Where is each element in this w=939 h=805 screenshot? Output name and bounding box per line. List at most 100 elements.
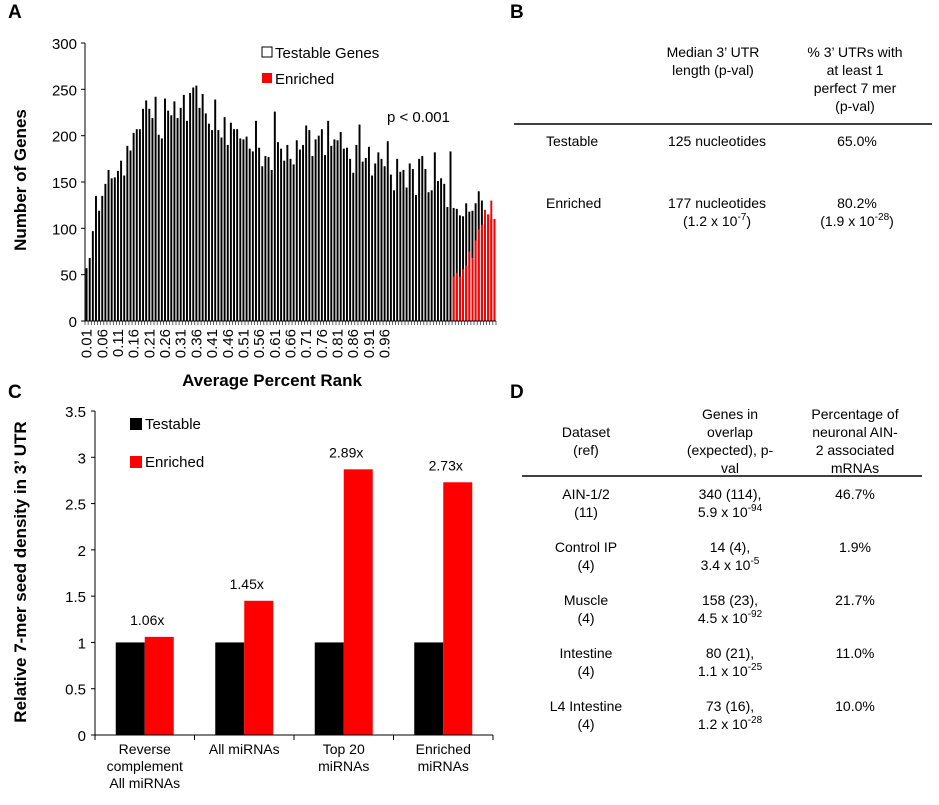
bar-testable bbox=[314, 642, 344, 735]
bar-testable-genes bbox=[408, 163, 411, 321]
bar-enriched bbox=[493, 219, 496, 321]
bar-testable-genes bbox=[192, 87, 195, 321]
panel-b-table: Median 3’ UTR length (p-val) % 3’ UTRs w… bbox=[514, 44, 932, 229]
bar-testable-genes bbox=[386, 141, 389, 321]
bar-testable bbox=[414, 642, 444, 735]
bar-testable-genes bbox=[355, 144, 358, 321]
bar-data-label: 2.89x bbox=[329, 444, 363, 460]
table-b-percent-pvalue: (1.9 x 10-28) bbox=[820, 212, 894, 229]
bar-testable-genes bbox=[189, 93, 192, 321]
bar-testable-genes bbox=[126, 145, 129, 321]
x-tick-label: 0.66 bbox=[283, 329, 300, 358]
bar-testable-genes bbox=[160, 138, 163, 321]
bar-testable-genes bbox=[405, 187, 408, 321]
table-d-pvalue: 3.4 x 10-5 bbox=[701, 556, 760, 573]
table-d-header-line: neuronal AIN- bbox=[812, 424, 898, 440]
bar-testable-genes bbox=[324, 155, 326, 321]
bar-testable-genes bbox=[399, 171, 402, 321]
table-d-dataset: AIN-1/2 bbox=[562, 486, 610, 502]
category-label: miRNAs bbox=[418, 758, 469, 774]
bar-enriched bbox=[487, 214, 490, 321]
bar-testable-genes bbox=[446, 207, 449, 321]
table-d-header-line: Percentage of bbox=[811, 406, 898, 422]
bar-testable-genes bbox=[314, 139, 317, 321]
bar-testable-genes bbox=[264, 156, 267, 321]
bar-testable-genes bbox=[120, 160, 123, 321]
table-d-pvalue-exp: -5 bbox=[750, 556, 759, 567]
bar-testable-genes bbox=[421, 156, 424, 321]
table-d-header-line: 2 associated bbox=[816, 442, 895, 458]
table-b-header-percent: % 3’ UTRs with at least 1 perfect 7 mer … bbox=[807, 44, 902, 114]
x-tick-label: 0.46 bbox=[220, 329, 237, 358]
table-b-median-pvalue-exp: -7 bbox=[737, 212, 746, 223]
x-tick-label: 0.36 bbox=[188, 329, 205, 358]
panel-d-table: Dataset (ref) Genes in overlap (expected), p… bbox=[522, 406, 922, 732]
table-b-header-percent-line: at least 1 bbox=[827, 62, 884, 78]
table-d-rows: AIN-1/2(11)340 (114),5.9 x 10-9446.7%Con… bbox=[550, 486, 875, 732]
x-tick-label: 0.01 bbox=[79, 329, 96, 358]
bar-testable-genes bbox=[182, 94, 185, 321]
legend-swatch-testable bbox=[130, 418, 142, 430]
category-label: All miRNAs bbox=[209, 741, 280, 757]
bar-testable-genes bbox=[349, 158, 352, 321]
bar-testable-genes bbox=[336, 140, 339, 321]
table-d-header-line: (expected), p- bbox=[687, 442, 774, 458]
panel-a-x-axis-title: Average Percent Rank bbox=[182, 371, 362, 390]
bar-testable-genes bbox=[157, 134, 160, 321]
bar-testable-genes bbox=[339, 131, 342, 321]
table-d-header-line: mRNAs bbox=[831, 460, 879, 476]
table-d-pvalue-base: 1.1 x 10 bbox=[698, 663, 748, 679]
x-tick-label: 0.91 bbox=[361, 329, 378, 358]
table-d-pvalue: 5.9 x 10-94 bbox=[698, 503, 763, 520]
panel-d-letter: D bbox=[510, 382, 524, 403]
bar-testable-genes bbox=[433, 152, 436, 321]
bar-testable-genes bbox=[305, 125, 308, 322]
x-tick-label: 0.26 bbox=[157, 329, 174, 358]
bar-testable-genes bbox=[164, 98, 166, 321]
bar-testable-genes bbox=[132, 132, 135, 321]
bar-testable-genes bbox=[374, 163, 377, 321]
table-d-pvalue-exp: -25 bbox=[748, 662, 763, 673]
bar-enriched bbox=[462, 269, 465, 321]
table-d-header-line: Dataset bbox=[562, 424, 610, 440]
table-b-median-pvalue: (1.2 x 10-7) bbox=[683, 212, 751, 229]
legend-swatch-testable-genes bbox=[261, 46, 273, 58]
bar-testable-genes bbox=[179, 107, 182, 321]
bar-enriched bbox=[471, 257, 474, 321]
x-tick-label: 0.96 bbox=[377, 329, 394, 358]
bar-testable-genes bbox=[330, 145, 333, 321]
legend-label-enriched: Enriched bbox=[275, 71, 334, 88]
bar-testable-genes bbox=[170, 115, 173, 321]
bar-testable-genes bbox=[462, 216, 465, 321]
bar-testable-genes bbox=[135, 129, 138, 321]
y-tick-label: 250 bbox=[52, 82, 77, 99]
bar-testable-genes bbox=[101, 195, 104, 321]
bar-testable-genes bbox=[142, 108, 145, 321]
bar-enriched bbox=[244, 600, 274, 735]
table-d-row: Control IP(4)14 (4),3.4 x 10-51.9% bbox=[555, 539, 871, 573]
y-tick-label: 50 bbox=[60, 268, 77, 285]
x-tick-label: 0.71 bbox=[298, 329, 315, 358]
bar-testable-genes bbox=[361, 161, 364, 321]
table-b-median-pvalue-close: ) bbox=[746, 213, 751, 229]
bar-testable-genes bbox=[154, 96, 157, 321]
panel-c-bar-chart: 0 0.5 1 1.5 2 2.5 3 3.5 1.06x 1.45x 2.89x 2.73x Re… bbox=[11, 404, 494, 791]
bar-testable-genes bbox=[104, 183, 107, 321]
bar-testable-genes bbox=[148, 108, 151, 321]
bar-testable-genes bbox=[358, 124, 361, 322]
bar-enriched bbox=[465, 265, 468, 321]
panel-a-bars bbox=[85, 85, 496, 322]
table-b-header-percent-line: (p-val) bbox=[835, 98, 875, 114]
bar-testable-genes bbox=[380, 158, 383, 321]
bar-testable-genes bbox=[85, 268, 88, 321]
table-d-ref: (11) bbox=[574, 504, 598, 520]
bar-testable-genes bbox=[273, 111, 276, 321]
bar-testable-genes bbox=[214, 99, 217, 321]
x-tick-label: 0.56 bbox=[251, 329, 268, 358]
legend-swatch-enriched bbox=[130, 456, 142, 468]
table-d-percentage: 10.0% bbox=[835, 698, 875, 714]
